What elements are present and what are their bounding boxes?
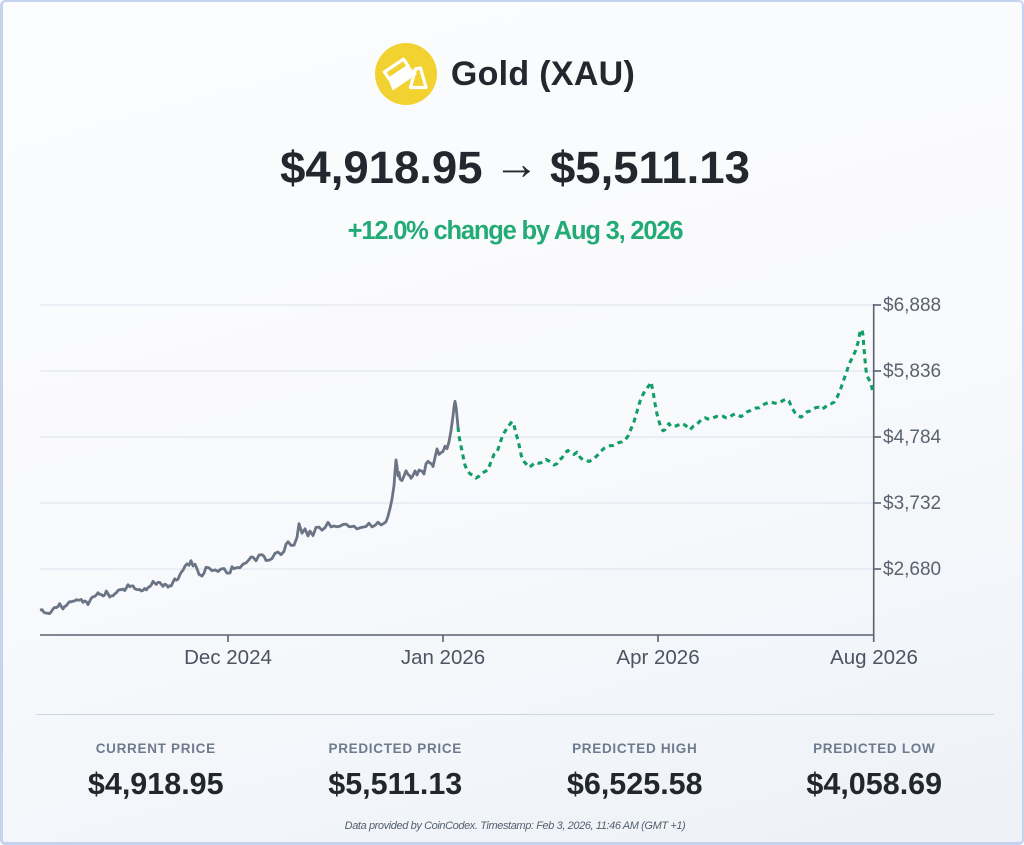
svg-text:Apr 2026: Apr 2026 [616,646,699,669]
svg-text:$4,784: $4,784 [883,427,942,448]
svg-text:$6,888: $6,888 [883,295,941,316]
svg-text:Aug 2026: Aug 2026 [830,646,918,669]
svg-text:Jan 2026: Jan 2026 [401,646,485,669]
svg-text:Dec 2024: Dec 2024 [184,646,272,669]
svg-text:$3,732: $3,732 [883,493,941,514]
svg-text:$2,680: $2,680 [883,559,941,580]
svg-text:$5,836: $5,836 [883,361,941,382]
